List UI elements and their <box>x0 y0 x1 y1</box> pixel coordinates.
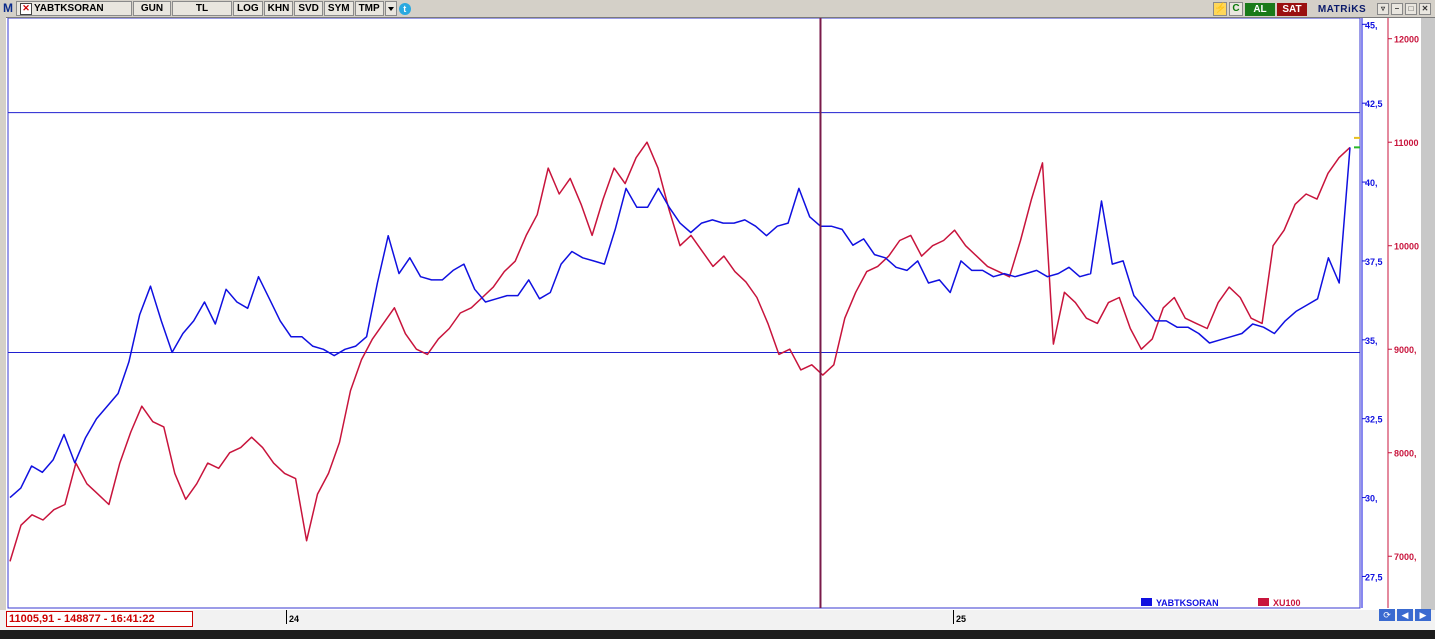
series-line-xu100 <box>9 141 1351 562</box>
svd-button[interactable]: SVD <box>294 1 323 16</box>
left-tick-label: 32,5 <box>1365 415 1383 425</box>
left-border <box>0 17 6 617</box>
x-tick-mark <box>286 610 287 624</box>
window-bottom-edge <box>0 630 1435 639</box>
right-frame <box>1421 18 1435 618</box>
lightning-icon[interactable]: ⚡ <box>1213 2 1227 16</box>
left-tick-label: 42,5 <box>1365 99 1383 109</box>
sell-button[interactable]: SAT <box>1277 2 1307 16</box>
left-tick-label: 30, <box>1365 494 1378 504</box>
right-tick-label: 10000 <box>1394 242 1419 252</box>
toolbar: M ✕ YABTKSORAN GUN TL LOG KHN SVD SYM TM… <box>0 0 1435 18</box>
auto-scroll-icon[interactable]: ⟳ <box>1379 609 1395 621</box>
right-tick-label: 11000 <box>1394 138 1419 148</box>
buy-button[interactable]: AL <box>1245 2 1275 16</box>
right-tick-label: 7000, <box>1394 552 1417 562</box>
status-bar: 11005,91 - 148877 - 16:41:22 24 25 <box>0 610 1435 630</box>
toolbar-right: ⚡ C AL SAT MATRiKS ▿ – □ ✕ <box>1213 2 1431 16</box>
x-tick-mark <box>953 610 954 624</box>
legend-swatch <box>1141 598 1152 606</box>
matriks-logo[interactable]: M <box>3 1 13 15</box>
right-tick-label: 8000, <box>1394 449 1417 459</box>
left-tick-label: 37,5 <box>1365 257 1383 267</box>
sym-button[interactable]: SYM <box>323 1 354 16</box>
period-button[interactable]: GUN <box>133 1 171 16</box>
legend-label: XU100 <box>1273 598 1301 608</box>
dropdown-icon[interactable]: ▿ <box>1377 3 1389 15</box>
log-button[interactable]: LOG <box>233 1 263 16</box>
x-tick-label: 24 <box>289 614 300 624</box>
legend-label: YABTKSORAN <box>1156 598 1219 608</box>
left-tick-label: 40, <box>1365 178 1378 188</box>
symbol-checkbox-icon[interactable]: ✕ <box>20 2 32 15</box>
refresh-c-icon[interactable]: C <box>1229 2 1243 16</box>
scroll-left-icon[interactable]: ◀ <box>1397 609 1413 621</box>
brand-label: MATRiKS <box>1317 3 1367 15</box>
tmp-button[interactable]: TMP <box>354 1 384 16</box>
scroll-controls: ⟳ ◀ ▶ <box>1379 609 1431 621</box>
symbol-label: YABTKSORAN <box>34 3 104 14</box>
currency-button[interactable]: TL <box>172 1 232 16</box>
status-readout: 11005,91 - 148877 - 16:41:22 <box>6 611 193 627</box>
minimize-icon[interactable]: – <box>1391 3 1403 15</box>
left-tick-label: 27,5 <box>1365 572 1383 582</box>
right-tick-label: 9000, <box>1394 345 1417 355</box>
khn-button[interactable]: KHN <box>263 1 294 16</box>
maximize-icon[interactable]: □ <box>1405 3 1417 15</box>
plot-area <box>7 18 1361 609</box>
left-tick-label: 45, <box>1365 20 1378 30</box>
symbol-selector[interactable]: ✕ YABTKSORAN <box>16 1 132 16</box>
left-tick-label: 35, <box>1365 336 1378 346</box>
scroll-right-icon[interactable]: ▶ <box>1415 609 1431 621</box>
series-line-yabtksoran <box>9 147 1351 499</box>
close-icon[interactable]: ✕ <box>1419 3 1431 15</box>
legend-swatch <box>1258 598 1269 606</box>
twitter-icon[interactable]: t <box>398 2 411 15</box>
x-tick-label: 25 <box>956 614 967 624</box>
right-tick-label: 12000 <box>1394 35 1419 45</box>
chevron-down-icon[interactable] <box>384 1 397 16</box>
price-chart[interactable]: 45, 42,5 40, 37,5 35, 32,5 30, 27,5 12000 11000 10… <box>0 18 1435 618</box>
